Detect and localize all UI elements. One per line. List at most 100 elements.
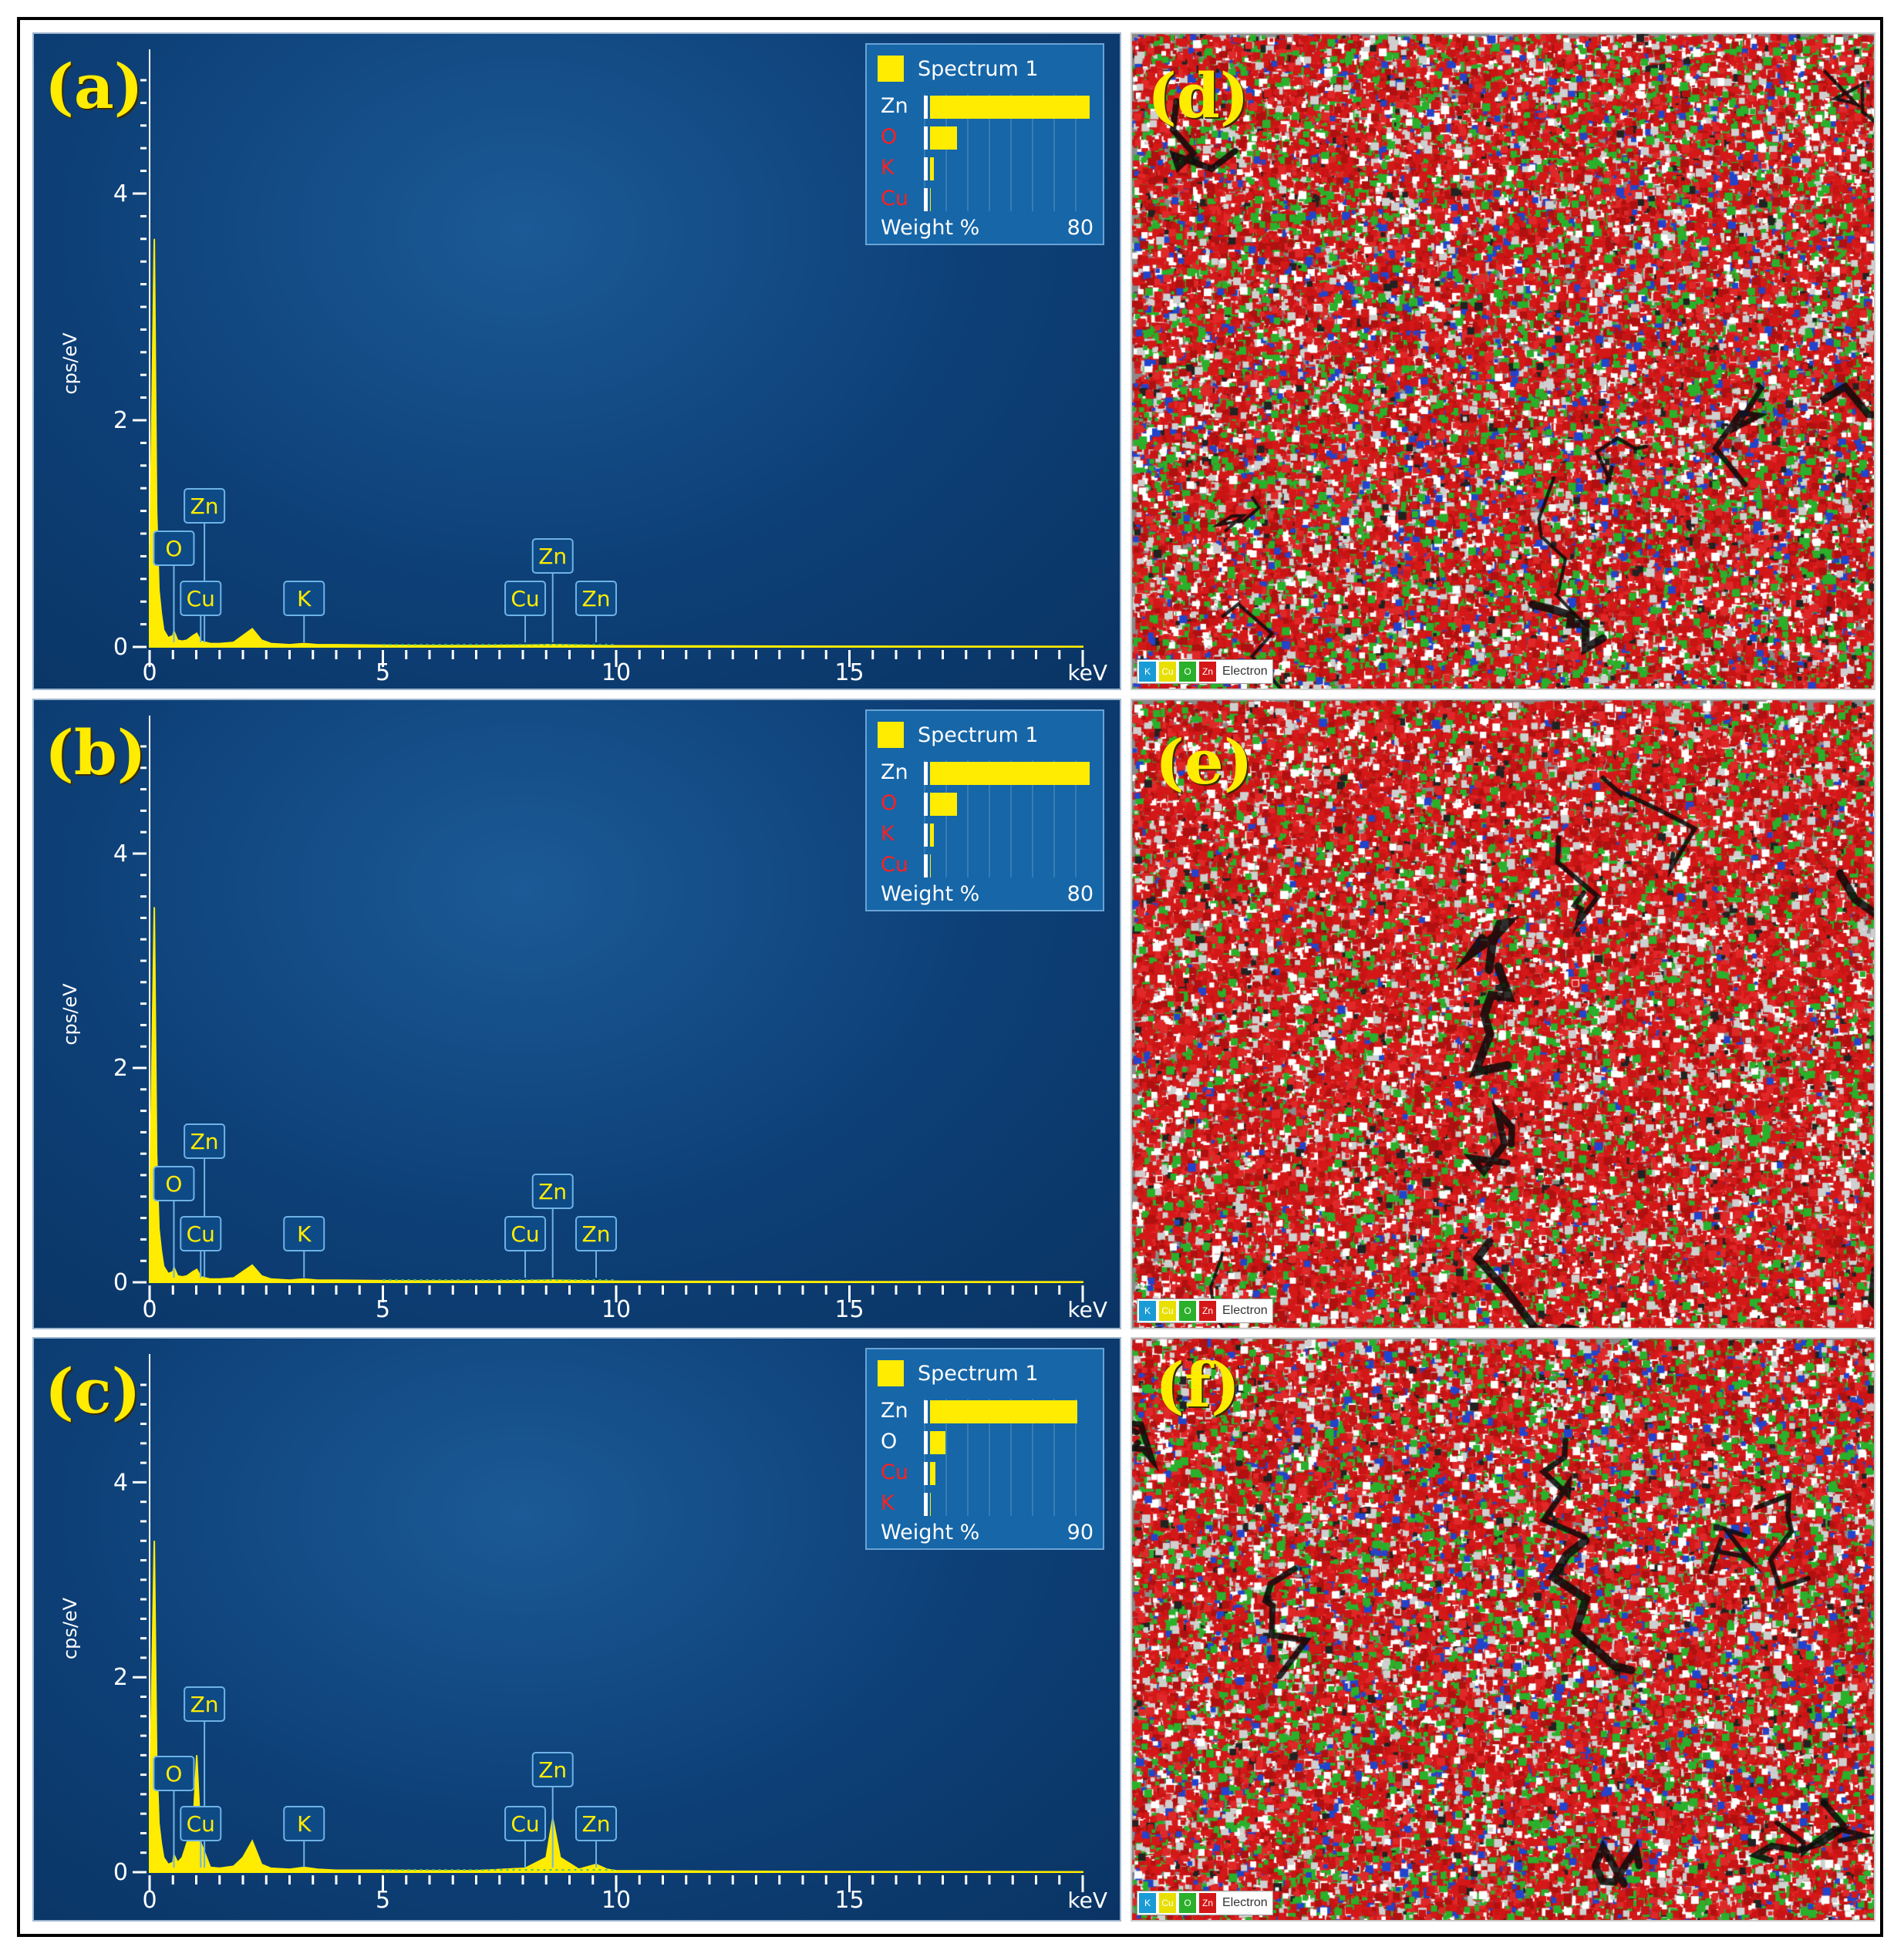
x-tick-label: 15: [834, 659, 864, 686]
legend-title: Spectrum 1: [918, 56, 1039, 81]
peak-label-text: K: [297, 1221, 312, 1247]
peak-label: K: [283, 1216, 325, 1278]
legend-header: Spectrum 1: [878, 722, 1039, 748]
legend-swatch: [878, 56, 904, 82]
legend-marker: [924, 1431, 928, 1454]
peak-label-text: O: [165, 1171, 182, 1197]
peak-label-text: K: [297, 1811, 312, 1837]
x-tick-label: 5: [376, 1887, 390, 1914]
peak-label-text: Cu: [511, 1221, 539, 1247]
map-legend-chip: Zn: [1199, 1893, 1216, 1913]
peak-label-text: Cu: [187, 586, 215, 611]
legend-bar: [930, 1493, 932, 1516]
spectrum-panel-c: 0 2 4 cps/eV 0 5 10 15 keV O Zn Cu K Cu Zn Zn (c) Spect…: [32, 1337, 1121, 1922]
map-legend: K Cu O Zn Electron: [1137, 1298, 1273, 1323]
legend-element-name: O: [881, 125, 898, 149]
legend-axis-max: 90: [1067, 1521, 1094, 1544]
spectrum-legend: Spectrum 1 Zn O K Cu Weight % 80: [865, 709, 1104, 911]
map-legend-chip: K: [1139, 662, 1156, 682]
spectrum-panel-a: 0 2 4 cps/eV 0 5 10 15 keV O Zn Cu K Cu Zn Zn (a) Spect…: [32, 32, 1121, 690]
peak-label: Zn: [531, 1752, 574, 1868]
peak-label-text: Zn: [538, 1179, 567, 1204]
peak-label: Zn: [575, 1216, 617, 1278]
x-tick-label: 15: [834, 1887, 864, 1914]
map-legend-chip: K: [1139, 1301, 1156, 1321]
map-legend-chip: Cu: [1159, 1893, 1176, 1913]
legend-marker: [924, 157, 928, 180]
peak-label-text: Zn: [190, 493, 219, 519]
legend-bar: [930, 157, 935, 180]
spectrum-svg: 0 2 4 cps/eV 0 5 10 15 keV O Zn Cu K Cu Zn Zn: [59, 49, 1107, 686]
spectrum-panel-b: 0 2 4 cps/eV 0 5 10 15 keV O Zn Cu K Cu Zn Zn (b) Spect…: [32, 699, 1121, 1329]
panel-label: (b): [45, 716, 147, 789]
peak-label-text: Zn: [190, 1129, 219, 1154]
y-tick-label: 4: [113, 840, 128, 867]
peak-label-text: Zn: [538, 1757, 567, 1783]
y-tick-label: 0: [113, 1859, 128, 1886]
peak-label: K: [283, 581, 325, 642]
legend-element-name: O: [881, 791, 898, 815]
peak-label: O: [153, 1756, 195, 1868]
peak-label-text: Zn: [582, 1811, 611, 1837]
legend-swatch: [878, 722, 904, 748]
legend-marker: [924, 854, 928, 877]
spectrum-svg: 0 2 4 cps/eV 0 5 10 15 keV O Zn Cu K Cu Zn Zn: [59, 1354, 1107, 1914]
legend-bar: [930, 1462, 935, 1485]
map-legend: K Cu O Zn Electron: [1137, 1891, 1273, 1915]
legend-header: Spectrum 1: [878, 1360, 1039, 1386]
x-axis-label: keV: [1067, 1297, 1107, 1322]
y-tick-label: 0: [113, 634, 128, 661]
legend-element-name: Zn: [881, 1399, 908, 1423]
legend-element-name: Cu: [881, 1460, 908, 1484]
legend-element-name: K: [881, 822, 895, 846]
panel-label: (d): [1147, 59, 1249, 132]
legend-element-name: O: [881, 1430, 898, 1453]
peak-label: Zn: [184, 1686, 226, 1868]
legend-bar: [930, 824, 935, 847]
peak-label-text: K: [297, 586, 312, 611]
y-tick-label: 4: [113, 1469, 128, 1496]
legend-swatch: [878, 1360, 904, 1386]
element-map-image: [1132, 700, 1874, 1328]
element-map-f: (f) K Cu O Zn Electron: [1131, 1337, 1875, 1922]
peak-label: Cu: [504, 1806, 547, 1868]
x-tick-label: 10: [602, 1887, 631, 1914]
y-tick-label: 2: [113, 407, 128, 434]
map-legend-text: Electron: [1222, 1896, 1268, 1909]
legend-element-name: Zn: [881, 760, 908, 784]
panel-label: (a): [45, 50, 143, 123]
y-axis-label: cps/eV: [59, 332, 81, 395]
peak-label-text: O: [165, 536, 182, 561]
legend-marker: [924, 96, 928, 119]
map-legend-chip: Zn: [1199, 1301, 1216, 1321]
map-legend: K Cu O Zn Electron: [1137, 659, 1273, 684]
legend-marker: [924, 1493, 928, 1516]
legend-element-name: K: [881, 156, 895, 180]
legend-bar: [930, 126, 958, 150]
legend-axis-max: 80: [1067, 882, 1094, 906]
peak-label: Zn: [575, 581, 617, 642]
panel-label: (f): [1155, 1349, 1241, 1421]
peak-label-text: Cu: [511, 1811, 539, 1837]
figure-frame: 0 2 4 cps/eV 0 5 10 15 keV O Zn Cu K Cu Zn Zn (a) Spect…: [17, 17, 1883, 1937]
peak-label: Cu: [180, 1806, 222, 1868]
y-axis-label: cps/eV: [59, 1597, 81, 1659]
peak-label-text: Cu: [187, 1811, 215, 1837]
legend-title: Spectrum 1: [918, 1361, 1039, 1386]
peak-label-text: Zn: [538, 544, 567, 569]
x-tick-label: 0: [142, 1296, 157, 1323]
spectrum-legend: Spectrum 1 Zn O K Cu Weight % 80: [865, 43, 1104, 245]
peak-label: O: [153, 531, 195, 642]
x-tick-label: 5: [376, 659, 390, 686]
map-legend-chip: K: [1139, 1893, 1156, 1913]
legend-bar: [930, 1400, 1077, 1423]
y-tick-label: 4: [113, 180, 128, 207]
peak-label: O: [153, 1166, 195, 1278]
x-axis-label: keV: [1067, 660, 1107, 685]
map-legend-chip: O: [1179, 662, 1196, 682]
legend-header: Spectrum 1: [878, 56, 1039, 82]
legend-marker: [924, 1462, 928, 1485]
peak-label: Zn: [531, 1174, 574, 1278]
map-legend-chip: Zn: [1199, 662, 1216, 682]
peak-label: Cu: [180, 581, 222, 642]
